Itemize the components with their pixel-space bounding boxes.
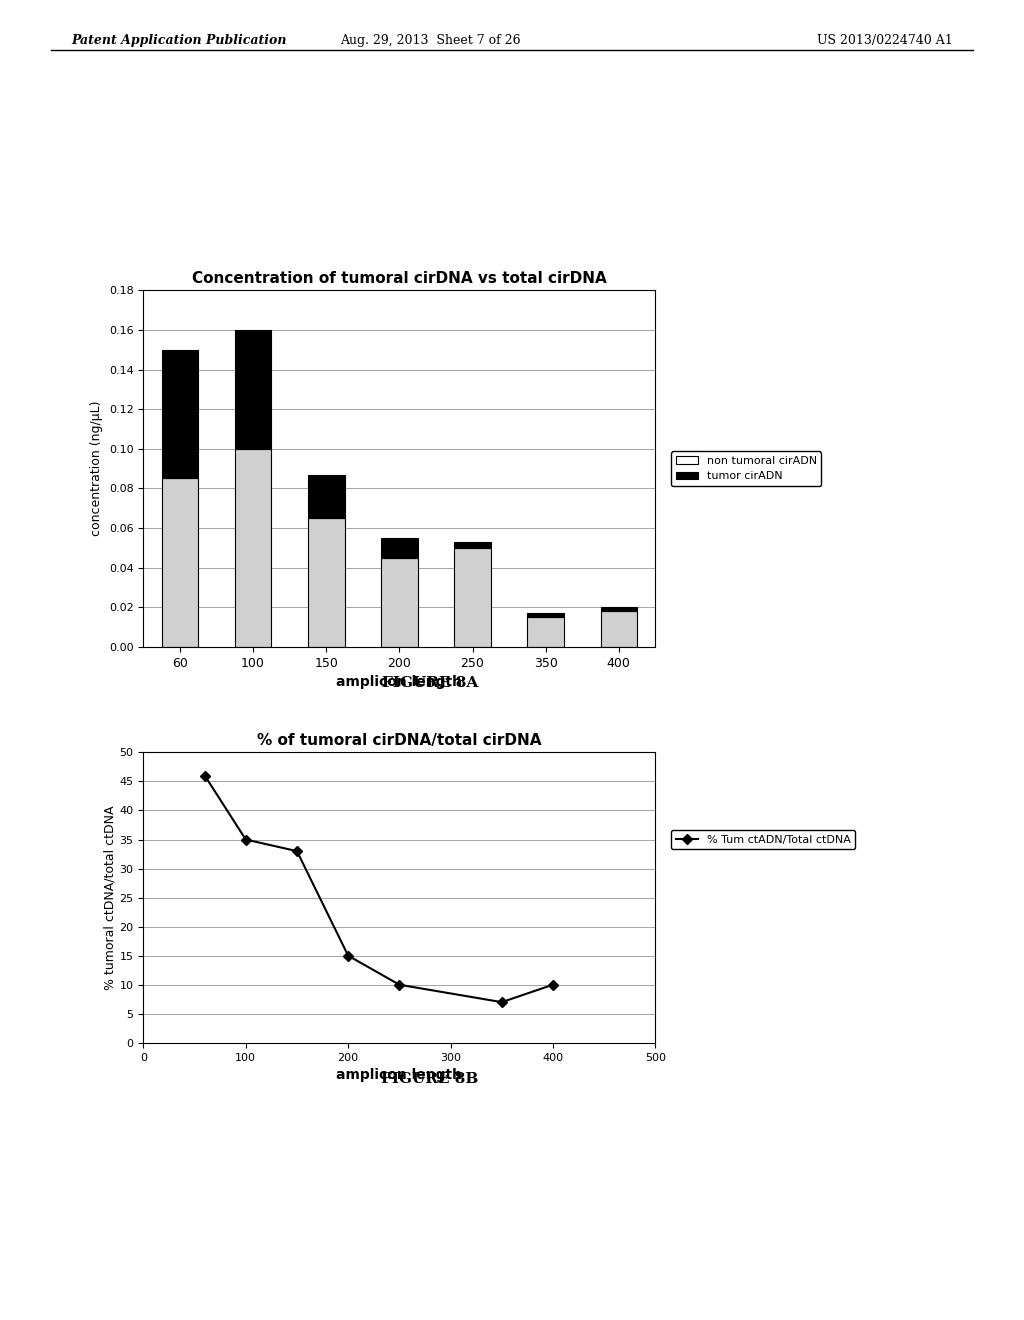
- Bar: [455, 548, 490, 647]
- Y-axis label: concentration (ng/μL): concentration (ng/μL): [90, 401, 103, 536]
- Text: US 2013/0224740 A1: US 2013/0224740 A1: [816, 34, 952, 48]
- Bar: [527, 616, 564, 647]
- Bar: [234, 330, 271, 449]
- Bar: [381, 539, 418, 557]
- Bar: [308, 474, 344, 517]
- Legend: % Tum ctADN/Total ctDNA: % Tum ctADN/Total ctDNA: [671, 830, 855, 849]
- Bar: [162, 478, 199, 647]
- X-axis label: amplicon length: amplicon length: [336, 675, 463, 689]
- Y-axis label: % tumoral ctDNA/total ctDNA: % tumoral ctDNA/total ctDNA: [103, 805, 117, 990]
- Title: % of tumoral cirDNA/total cirDNA: % of tumoral cirDNA/total cirDNA: [257, 734, 542, 748]
- Text: FIGURE 8A: FIGURE 8A: [382, 676, 478, 690]
- Bar: [234, 449, 271, 647]
- Bar: [527, 612, 564, 616]
- Legend: non tumoral cirADN, tumor cirADN: non tumoral cirADN, tumor cirADN: [671, 451, 821, 486]
- Bar: [455, 541, 490, 548]
- Title: Concentration of tumoral cirDNA vs total cirDNA: Concentration of tumoral cirDNA vs total…: [191, 272, 607, 286]
- Bar: [381, 557, 418, 647]
- Text: Aug. 29, 2013  Sheet 7 of 26: Aug. 29, 2013 Sheet 7 of 26: [340, 34, 520, 48]
- Text: FIGURE 8B: FIGURE 8B: [381, 1072, 479, 1086]
- Bar: [600, 611, 637, 647]
- Bar: [600, 607, 637, 611]
- Bar: [308, 517, 344, 647]
- X-axis label: amplicon length: amplicon length: [336, 1068, 463, 1082]
- Bar: [162, 350, 199, 478]
- Text: Patent Application Publication: Patent Application Publication: [72, 34, 287, 48]
